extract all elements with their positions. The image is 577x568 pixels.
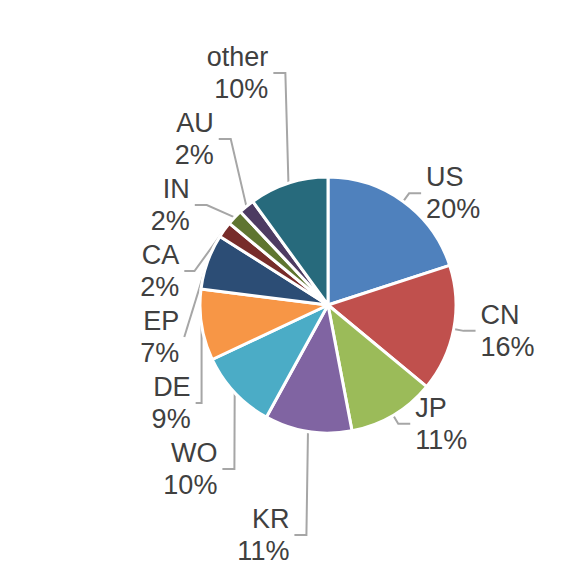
svg-text:9%: 9%	[152, 404, 191, 434]
svg-text:10%: 10%	[214, 74, 268, 104]
svg-text:other: other	[207, 42, 269, 72]
svg-text:10%: 10%	[163, 470, 217, 500]
svg-text:DE: DE	[153, 372, 191, 402]
svg-text:JP: JP	[415, 393, 447, 423]
svg-text:CN: CN	[481, 300, 520, 330]
svg-text:2%: 2%	[140, 272, 179, 302]
svg-text:7%: 7%	[140, 338, 179, 368]
svg-text:20%: 20%	[426, 194, 480, 224]
svg-text:KR: KR	[252, 504, 290, 534]
svg-text:EP: EP	[143, 306, 179, 336]
svg-text:IN: IN	[163, 174, 190, 204]
svg-text:11%: 11%	[415, 425, 467, 455]
svg-text:AU: AU	[176, 108, 214, 138]
svg-text:2%: 2%	[175, 140, 214, 170]
svg-text:US: US	[426, 162, 464, 192]
svg-text:WO: WO	[171, 438, 218, 468]
svg-text:CA: CA	[142, 240, 180, 270]
svg-text:2%: 2%	[151, 206, 190, 236]
svg-text:16%: 16%	[481, 332, 535, 362]
svg-text:11%: 11%	[237, 536, 289, 566]
